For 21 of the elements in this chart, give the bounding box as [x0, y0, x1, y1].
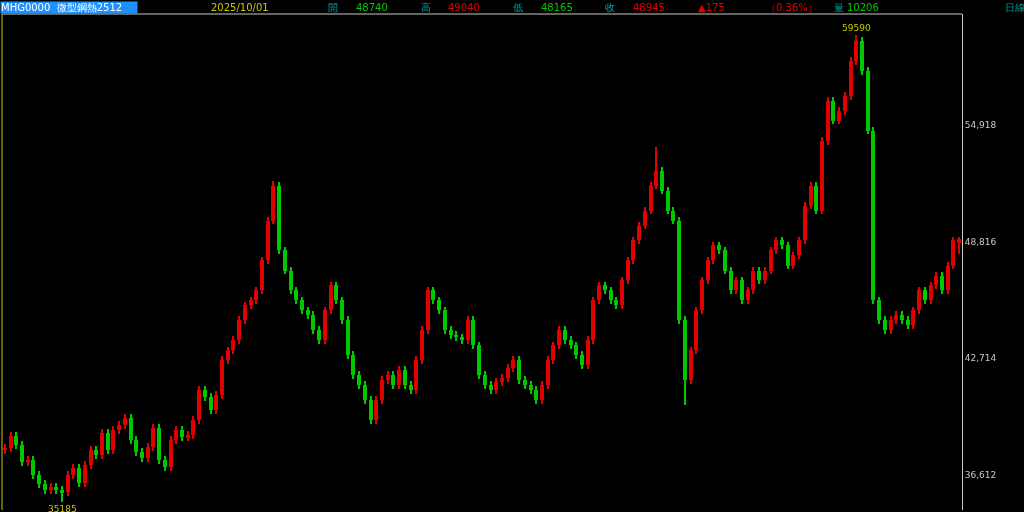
annotation: 59590: [842, 23, 871, 33]
text: 49040: [448, 2, 480, 13]
y-tick-label: 42,714: [964, 353, 997, 364]
y-tick-label: 48,816: [964, 236, 997, 247]
text: ▲175: [698, 2, 725, 13]
text: 10206: [847, 2, 879, 13]
text: 日線: [1005, 2, 1024, 13]
text: （0.36%）: [766, 2, 818, 13]
text: 收: [605, 2, 615, 13]
y-tick-label: 54,918: [964, 119, 997, 130]
text: 48165: [541, 2, 573, 13]
text: 高: [421, 2, 431, 13]
text: 開: [328, 2, 338, 13]
text: 低: [513, 2, 523, 13]
text: 2025/10/01: [211, 2, 269, 13]
text: 48945: [633, 2, 665, 13]
chart-title: MHG0000 微型鋼熱2512: [1, 2, 123, 13]
annotation: 35185: [48, 504, 77, 512]
y-tick-label: 36,612: [964, 470, 997, 481]
text: 量: [834, 2, 844, 13]
text: 48740: [356, 2, 388, 13]
